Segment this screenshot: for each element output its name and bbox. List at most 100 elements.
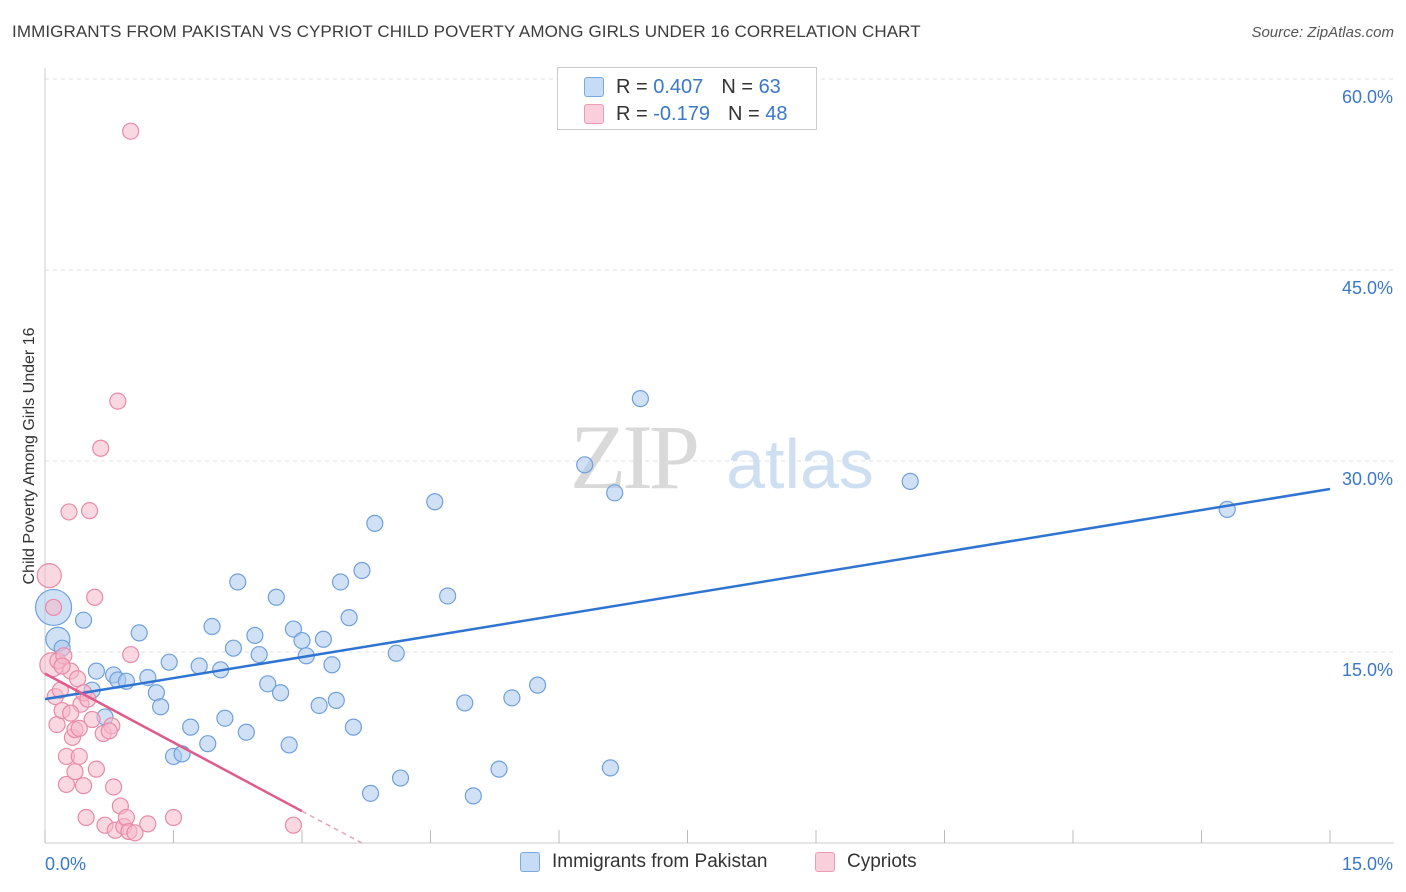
data-point-pakistan	[323, 656, 341, 674]
y-tick-label: 30.0%	[1342, 469, 1393, 489]
data-point-pakistan	[160, 653, 178, 671]
x-tick-label: 15.0%	[1342, 854, 1393, 874]
legend-swatch-pink	[584, 104, 604, 124]
data-point-pakistan	[490, 760, 508, 778]
legend-row-pakistan: R = 0.407 N = 63	[584, 74, 781, 100]
data-point-pakistan	[361, 784, 380, 802]
chart-title: IMMIGRANTS FROM PAKISTAN VS CYPRIOT CHIL…	[12, 22, 921, 41]
trendline-cypriots-extension	[301, 810, 363, 844]
data-point-pakistan	[606, 484, 624, 502]
data-point-pakistan	[237, 723, 255, 741]
data-point-pakistan	[280, 736, 298, 754]
bottom-legend-pakistan: Immigrants from Pakistan	[520, 851, 767, 873]
data-point-pakistan	[246, 626, 264, 645]
legend-r-label: R =	[616, 102, 648, 125]
data-point-cypriot	[139, 815, 157, 833]
data-point-pakistan	[464, 787, 482, 805]
data-point-cypriot	[284, 816, 303, 834]
data-point-pakistan	[327, 691, 345, 709]
data-point-cypriot	[83, 710, 101, 729]
y-tick-label: 15.0%	[1342, 660, 1393, 680]
data-point-cypriot	[70, 719, 88, 738]
bottom-legend-label: Cypriots	[847, 851, 917, 872]
data-point-pakistan	[250, 645, 268, 664]
legend-n-label: N =	[721, 75, 753, 98]
data-point-cypriot	[66, 763, 84, 781]
x-tick-label: 0.0%	[45, 854, 86, 874]
data-point-cypriot	[104, 778, 123, 796]
data-point-pakistan	[284, 620, 303, 638]
data-point-pakistan	[310, 696, 328, 715]
data-point-pakistan	[229, 573, 247, 591]
trendlines	[44, 487, 1331, 844]
data-point-cypriot	[80, 502, 99, 520]
data-point-pakistan	[182, 718, 200, 736]
data-point-cypriot	[122, 122, 140, 140]
data-point-pakistan	[353, 561, 371, 580]
y-tick-label: 45.0%	[1342, 278, 1393, 298]
data-point-pakistan	[528, 676, 547, 694]
legend-row-cypriots: R = -0.179 N = 48	[584, 101, 787, 127]
data-point-cypriot	[126, 824, 144, 842]
data-point-cypriot	[77, 808, 95, 827]
data-point-pakistan	[152, 698, 170, 716]
data-point-cypriot	[122, 645, 140, 664]
data-point-pakistan	[130, 624, 148, 642]
data-point-cypriot	[36, 562, 62, 589]
data-point-cypriot	[109, 392, 127, 410]
data-point-pakistan	[340, 609, 358, 627]
data-point-pakistan	[631, 390, 649, 408]
data-point-pakistan	[74, 611, 93, 629]
data-point-pakistan	[293, 631, 311, 650]
data-point-pakistan	[387, 644, 405, 662]
legend-r-value: 0.407	[653, 75, 704, 98]
data-point-pakistan	[503, 689, 521, 707]
data-point-cypriot	[57, 775, 76, 794]
data-point-pakistan	[331, 573, 350, 591]
axes	[44, 68, 1394, 844]
legend-r-value: -0.179	[653, 102, 710, 125]
data-point-pakistan	[901, 472, 919, 490]
bottom-legend-label: Immigrants from Pakistan	[552, 851, 768, 872]
data-point-cypriot	[100, 722, 118, 740]
tick-labels: 15.0% 30.0% 45.0% 60.0% 0.0% 15.0%	[45, 87, 1393, 874]
data-point-pakistan	[391, 769, 410, 787]
legend-r-label: R =	[616, 75, 648, 98]
data-point-pakistan	[601, 759, 620, 777]
data-point-cypriot	[86, 588, 104, 606]
bottom-legend-cypriots: Cypriots	[815, 851, 917, 873]
data-point-pakistan	[344, 718, 362, 736]
source-label: Source: ZipAtlas.com	[1251, 24, 1394, 41]
trendline-pakistan	[44, 487, 1331, 701]
data-point-pakistan	[224, 639, 243, 657]
data-point-cypriot	[53, 657, 71, 675]
legend-n-value: 48	[765, 102, 788, 125]
data-point-cypriot	[87, 760, 106, 778]
data-point-pakistan	[456, 694, 474, 712]
legend-n-value: 63	[758, 75, 781, 98]
data-point-pakistan	[216, 709, 234, 727]
correlation-legend: R = 0.407 N = 63 R = -0.179 N = 48	[557, 67, 817, 130]
data-point-cypriot	[44, 598, 63, 617]
legend-n-label: N =	[727, 102, 760, 125]
data-point-cypriot	[117, 808, 135, 827]
data-point-cypriot	[70, 747, 88, 766]
data-point-cypriot	[60, 503, 78, 521]
watermark-atlas: atlas	[726, 425, 874, 503]
data-point-pakistan	[576, 456, 594, 474]
data-point-cypriot	[92, 439, 110, 457]
data-point-pakistan	[426, 493, 444, 511]
data-point-pakistan	[366, 514, 384, 532]
data-point-pakistan	[190, 657, 208, 675]
data-point-pakistan	[199, 735, 217, 753]
data-point-pakistan	[271, 684, 290, 702]
data-point-pakistan	[259, 675, 277, 693]
data-point-cypriot	[74, 777, 93, 795]
bottom-legend-swatch-pink	[815, 852, 835, 872]
data-point-cypriot	[164, 808, 183, 827]
bottom-legend-swatch-blue	[520, 852, 540, 872]
data-point-pakistan	[267, 588, 285, 606]
gridlines	[45, 78, 1394, 653]
data-point-pakistan	[203, 617, 221, 636]
